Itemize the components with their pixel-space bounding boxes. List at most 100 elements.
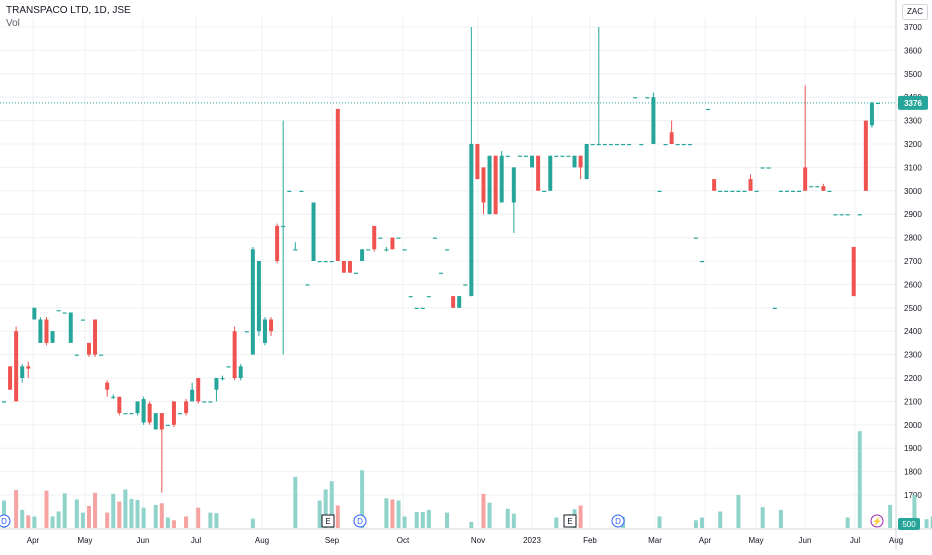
candle-body[interactable] <box>99 354 104 356</box>
candle-body[interactable] <box>62 312 67 314</box>
candle-body[interactable] <box>511 167 516 203</box>
candle-body[interactable] <box>347 261 352 273</box>
candle-body[interactable] <box>323 261 328 263</box>
candle-body[interactable] <box>791 190 796 192</box>
candle-body[interactable] <box>44 319 49 343</box>
candle-body[interactable] <box>420 307 425 309</box>
candle-body[interactable] <box>38 319 43 343</box>
candle-body[interactable] <box>639 144 644 146</box>
candle-body[interactable] <box>699 261 704 263</box>
candle-body[interactable] <box>584 144 589 180</box>
candle-body[interactable] <box>827 190 832 192</box>
candle-body[interactable] <box>14 331 19 402</box>
candle-body[interactable] <box>26 366 31 369</box>
candle-body[interactable] <box>548 155 553 191</box>
candle-body[interactable] <box>778 190 783 192</box>
candle-body[interactable] <box>766 167 771 169</box>
candle-body[interactable] <box>457 296 462 308</box>
candle-body[interactable] <box>833 214 838 216</box>
candle-body[interactable] <box>408 296 413 298</box>
candle-body[interactable] <box>208 401 213 403</box>
candle-body[interactable] <box>645 97 650 99</box>
candle-body[interactable] <box>596 144 601 146</box>
candle-body[interactable] <box>754 190 759 192</box>
candle-body[interactable] <box>269 319 274 332</box>
candle-body[interactable] <box>712 179 717 191</box>
candle-body[interactable] <box>105 382 110 390</box>
candle-body[interactable] <box>402 249 407 251</box>
candle-body[interactable] <box>451 296 456 308</box>
candle-body[interactable] <box>32 307 37 320</box>
candle-body[interactable] <box>608 144 613 146</box>
earnings-marker[interactable] <box>563 514 577 528</box>
candle-body[interactable] <box>20 366 25 378</box>
candle-body[interactable] <box>536 155 541 191</box>
symbol-title[interactable]: TRANSPACO LTD, 1D, JSE <box>6 5 131 16</box>
candle-body[interactable] <box>68 312 73 343</box>
candle-body[interactable] <box>542 190 547 192</box>
candle-body[interactable] <box>184 401 189 414</box>
candle-body[interactable] <box>275 225 280 261</box>
candle-body[interactable] <box>627 144 632 146</box>
candle-body[interactable] <box>287 190 292 192</box>
candle-body[interactable] <box>517 155 522 157</box>
candle-body[interactable] <box>681 144 686 146</box>
candle-body[interactable] <box>724 190 729 192</box>
candle-body[interactable] <box>772 307 777 309</box>
candle-body[interactable] <box>675 144 680 146</box>
candle-body[interactable] <box>578 155 583 168</box>
candle-body[interactable] <box>499 155 504 203</box>
candle-body[interactable] <box>384 249 389 251</box>
candle-body[interactable] <box>196 378 201 402</box>
currency-button[interactable]: ZAC <box>902 4 928 20</box>
candle-body[interactable] <box>147 403 152 423</box>
candle-body[interactable] <box>572 155 577 168</box>
candle-body[interactable] <box>505 155 510 157</box>
candle-body[interactable] <box>159 413 164 430</box>
candle-body[interactable] <box>651 97 656 144</box>
candle-body[interactable] <box>615 144 620 146</box>
candle-body[interactable] <box>226 366 231 368</box>
candle-body[interactable] <box>153 413 158 430</box>
candle-body[interactable] <box>281 225 286 228</box>
candle-body[interactable] <box>857 214 862 216</box>
candle-body[interactable] <box>178 413 183 415</box>
candle-body[interactable] <box>566 155 571 157</box>
candle-body[interactable] <box>784 190 789 192</box>
candle-body[interactable] <box>141 399 146 423</box>
dividend-marker[interactable] <box>353 514 367 528</box>
candle-body[interactable] <box>845 214 850 216</box>
candle-body[interactable] <box>2 401 6 403</box>
candle-body[interactable] <box>378 237 383 239</box>
candle-body[interactable] <box>851 246 856 297</box>
candle-body[interactable] <box>876 102 880 105</box>
candle-body[interactable] <box>809 186 814 188</box>
candle-body[interactable] <box>354 272 359 274</box>
candle-body[interactable] <box>487 155 492 215</box>
candle-body[interactable] <box>8 366 13 390</box>
candle-body[interactable] <box>329 261 334 263</box>
candle-body[interactable] <box>396 237 401 239</box>
candle-body[interactable] <box>414 307 419 309</box>
candle-body[interactable] <box>50 331 55 343</box>
candle-body[interactable] <box>250 249 255 355</box>
candle-body[interactable] <box>214 378 219 390</box>
candle-body[interactable] <box>256 261 261 332</box>
candle-body[interactable] <box>803 167 808 191</box>
candle-body[interactable] <box>469 144 474 297</box>
candle-body[interactable] <box>523 155 528 157</box>
candle-body[interactable] <box>311 202 316 262</box>
candle-body[interactable] <box>590 144 595 146</box>
candle-body[interactable] <box>220 378 225 380</box>
candle-body[interactable] <box>293 249 298 251</box>
candle-body[interactable] <box>463 284 468 286</box>
candle-body[interactable] <box>687 144 692 146</box>
candle-body[interactable] <box>244 331 249 333</box>
candle-body[interactable] <box>693 237 698 239</box>
candle-body[interactable] <box>111 396 116 398</box>
candle-body[interactable] <box>869 102 874 126</box>
candle-body[interactable] <box>748 179 753 191</box>
candle-body[interactable] <box>718 190 723 192</box>
candle-body[interactable] <box>305 284 310 286</box>
candle-body[interactable] <box>335 108 340 262</box>
